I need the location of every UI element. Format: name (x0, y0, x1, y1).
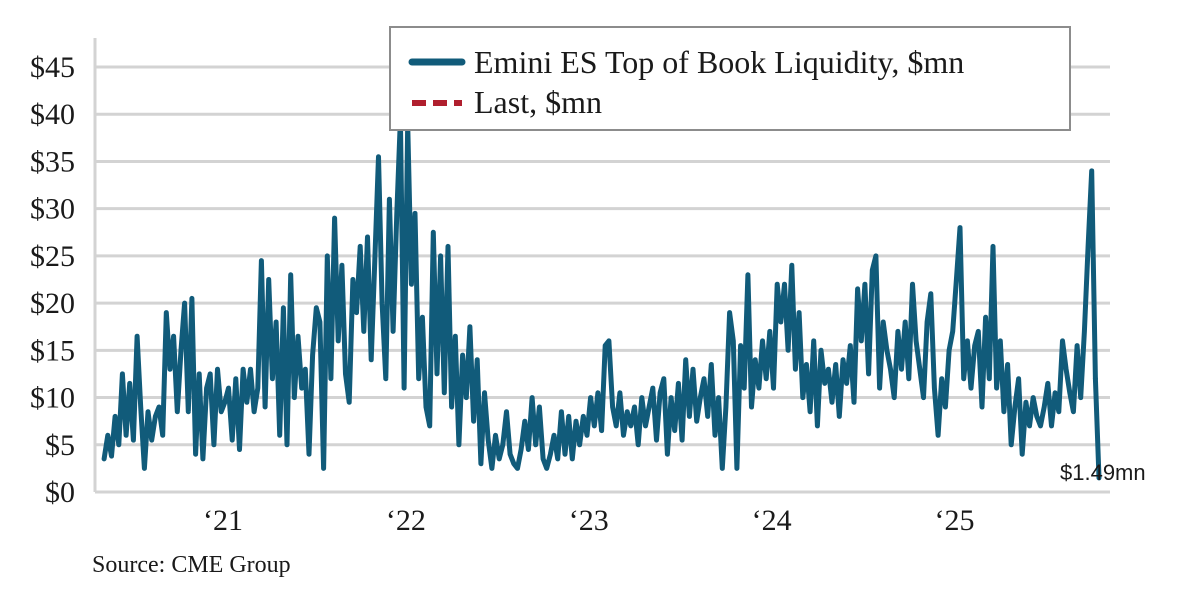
legend: Emini ES Top of Book Liquidity, $mn Last… (389, 26, 1071, 131)
annotations: $1.49mn (1060, 460, 1146, 485)
y-tick-label: $10 (30, 382, 75, 415)
source-note: Source: CME Group (92, 552, 291, 578)
series-line-0 (101, 116, 1098, 471)
y-tick-label: $35 (30, 145, 75, 178)
x-tick-label: ‘24 (752, 504, 792, 537)
y-tick-label: $20 (30, 287, 75, 320)
x-tick-label: ‘23 (569, 504, 609, 537)
x-tick-label: ‘21 (203, 504, 243, 537)
y-axis: $0 $5 $10 $15 $20 $25 $30 $35 $40 $45 (30, 38, 97, 509)
x-tick-label: ‘25 (935, 504, 975, 537)
legend-box (389, 26, 1071, 131)
x-axis: ‘21 ‘22 ‘23 ‘24 ‘25 (203, 504, 975, 537)
series-line-tail (1092, 376, 1102, 481)
y-tick-label: $40 (30, 98, 75, 131)
series-layer (101, 116, 1102, 481)
legend-label-liquidity: Emini ES Top of Book Liquidity, $mn (474, 44, 964, 80)
legend-label-last: Last, $mn (474, 84, 602, 120)
y-tick-label: $45 (30, 51, 75, 84)
y-tick-label: $5 (45, 429, 75, 462)
y-tick-label: $0 (45, 476, 75, 509)
y-tick-label: $15 (30, 334, 75, 367)
x-tick-label: ‘22 (386, 504, 426, 537)
y-tick-label: $30 (30, 193, 75, 226)
last-value-label: $1.49mn (1060, 460, 1146, 485)
y-tick-label: $25 (30, 240, 75, 273)
